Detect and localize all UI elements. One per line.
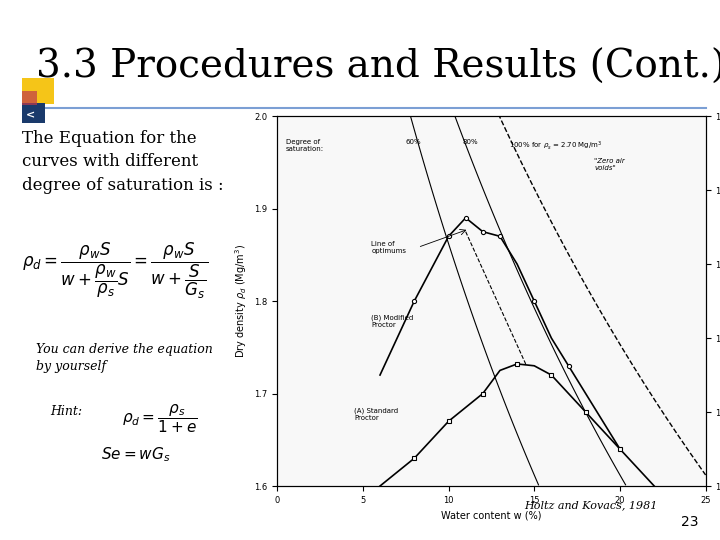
Text: Line of
optimums: Line of optimums	[372, 241, 407, 254]
Text: Hint:: Hint:	[50, 405, 83, 418]
X-axis label: Water content w (%): Water content w (%)	[441, 510, 541, 520]
Text: (B) Modified
Proctor: (B) Modified Proctor	[372, 315, 414, 328]
Text: Degree of
saturation:: Degree of saturation:	[286, 139, 324, 152]
Text: <: <	[26, 110, 35, 120]
Text: Holtz and Kovacs, 1981: Holtz and Kovacs, 1981	[523, 500, 657, 510]
Bar	[22, 91, 37, 105]
Y-axis label: Dry density $\rho_d$ (Mg/m$^3$): Dry density $\rho_d$ (Mg/m$^3$)	[233, 244, 248, 358]
Text: "Zero air
voids": "Zero air voids"	[594, 158, 625, 171]
Text: $\rho_d = \dfrac{\rho_s}{1+e}$: $\rho_d = \dfrac{\rho_s}{1+e}$	[122, 402, 198, 435]
Bar	[22, 103, 45, 123]
Text: 23: 23	[681, 515, 698, 529]
Bar	[22, 78, 54, 104]
Text: 3.3 Procedures and Results (Cont.): 3.3 Procedures and Results (Cont.)	[36, 49, 720, 86]
Text: $\rho_d = \dfrac{\rho_w S}{w + \dfrac{\rho_w}{\rho_s} S} = \dfrac{\rho_w S}{w + : $\rho_d = \dfrac{\rho_w S}{w + \dfrac{\r…	[22, 240, 207, 301]
Text: You can derive the equation
by yourself: You can derive the equation by yourself	[36, 343, 212, 373]
Text: 80%: 80%	[462, 139, 478, 145]
Text: The Equation for the
curves with different
degree of saturation is :: The Equation for the curves with differe…	[22, 130, 223, 194]
Text: 60%: 60%	[406, 139, 421, 145]
Text: 100% for $\rho_s$ = 2.70 Mg/m$^3$: 100% for $\rho_s$ = 2.70 Mg/m$^3$	[508, 139, 602, 152]
Text: (A) Standard
Proctor: (A) Standard Proctor	[354, 407, 398, 421]
Text: $Se = wG_s$: $Se = wG_s$	[101, 446, 170, 464]
